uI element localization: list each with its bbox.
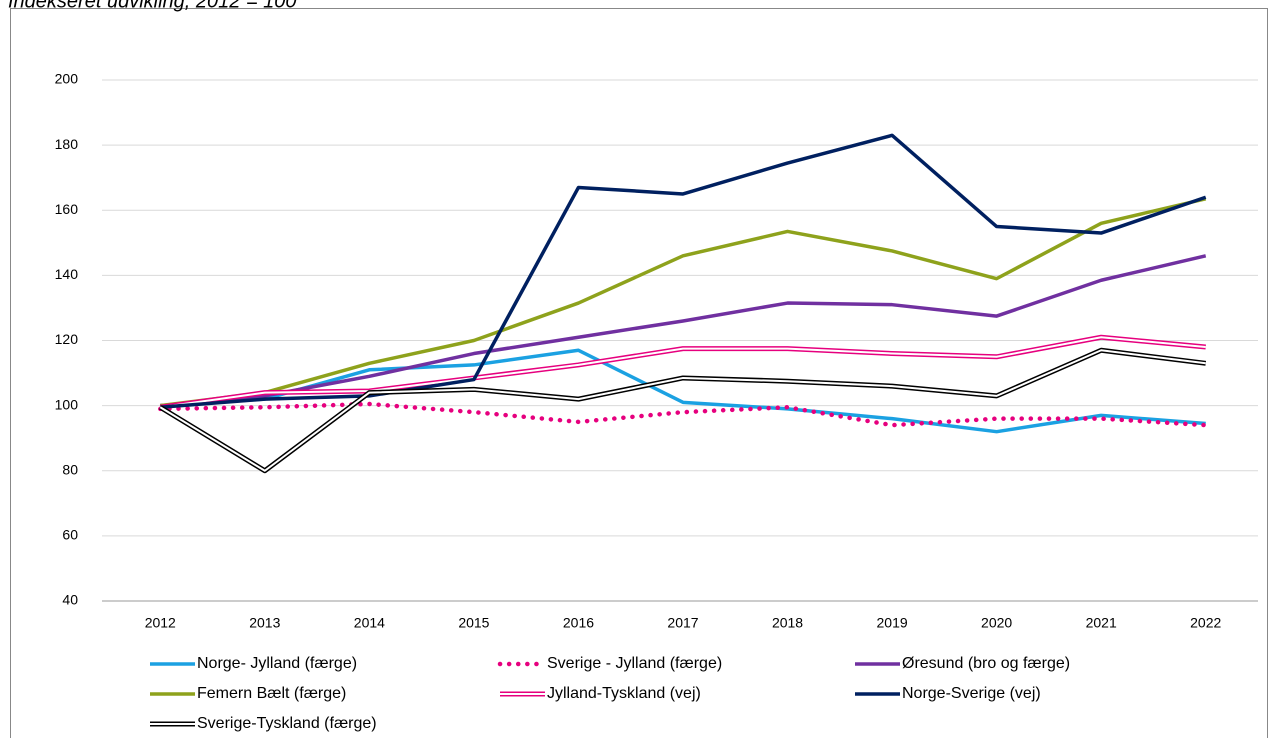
series-line (158, 347, 1207, 474)
x-tick-label: 2013 (249, 615, 280, 631)
series-line (160, 197, 1207, 408)
legend-label: Norge- Jylland (færge) (197, 655, 357, 672)
y-tick-label: 180 (55, 136, 79, 152)
x-tick-label: 2022 (1190, 615, 1221, 631)
series-line-inner (160, 336, 1206, 409)
legend-label: Femern Bælt (færge) (197, 685, 346, 702)
y-tick-label: 140 (55, 266, 79, 282)
y-tick-label: 200 (55, 71, 79, 87)
y-tick-label: 160 (55, 201, 79, 217)
y-tick-label: 60 (62, 527, 78, 543)
legend-label: Øresund (bro og færge) (902, 655, 1070, 672)
legend-label: Jylland-Tyskland (vej) (547, 685, 701, 702)
x-tick-label: 2021 (1086, 615, 1117, 631)
legend-label: Sverige - Jylland (færge) (547, 655, 722, 672)
x-tick-label: 2015 (458, 615, 489, 631)
y-tick-label: 40 (62, 592, 78, 608)
series-line (160, 254, 1207, 408)
series-line-inner (159, 349, 1206, 472)
x-tick-label: 2016 (563, 615, 594, 631)
chart-frame (10, 8, 1268, 738)
y-tick-label: 100 (55, 396, 79, 412)
series-line (160, 133, 1207, 409)
legend-label: Sverige-Tyskland (færge) (197, 715, 377, 732)
x-tick-label: 2017 (667, 615, 698, 631)
x-tick-label: 2012 (145, 615, 176, 631)
x-tick-label: 2019 (877, 615, 908, 631)
y-tick-label: 80 (62, 461, 78, 477)
x-tick-label: 2014 (354, 615, 385, 631)
series-line (160, 348, 1206, 434)
series-line (158, 401, 1208, 428)
chart-title: Indekseret udvikling, 2012 = 100 (8, 0, 297, 12)
legend-label: Norge-Sverige (vej) (902, 685, 1041, 702)
y-tick-label: 120 (55, 331, 79, 347)
x-tick-label: 2018 (772, 615, 803, 631)
x-tick-label: 2020 (981, 615, 1012, 631)
